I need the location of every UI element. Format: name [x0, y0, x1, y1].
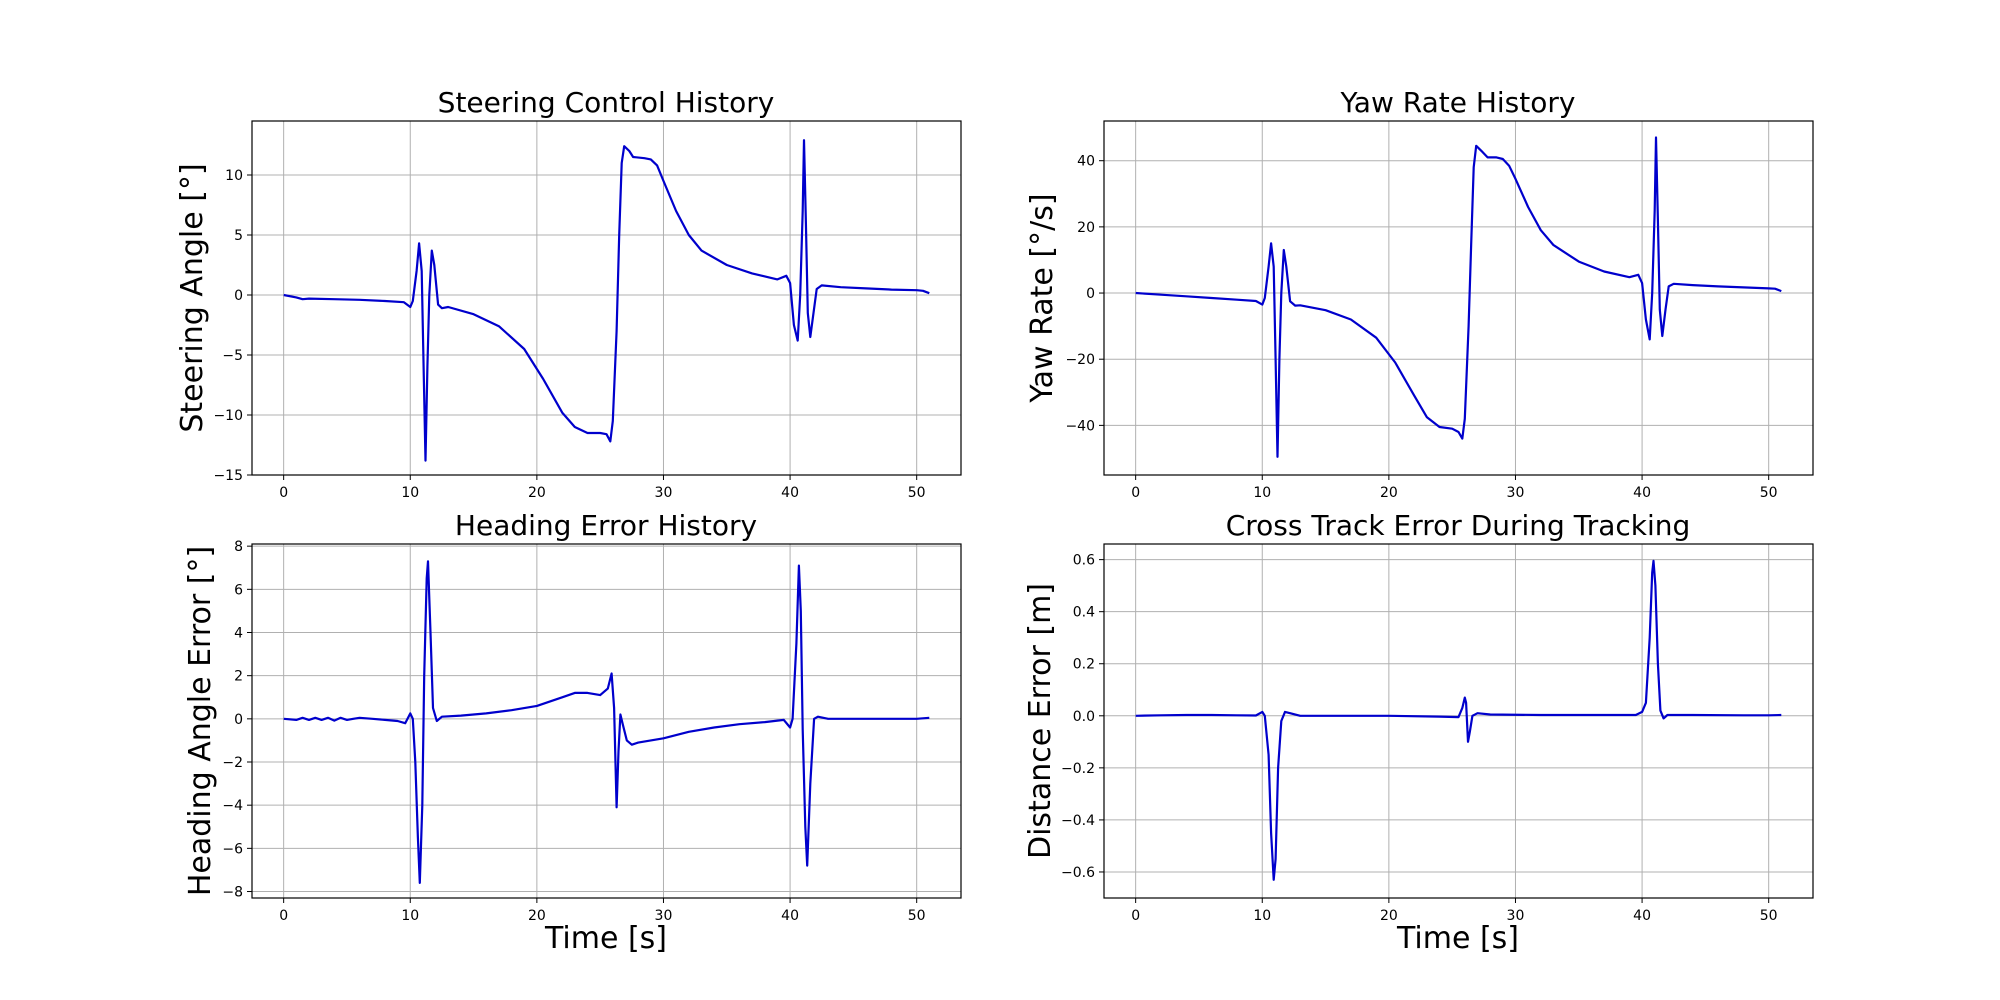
- heading-error-y-tick-label-8: 8: [234, 539, 243, 555]
- subplot-heading-error: 0 10 20 30 40 50 −8 −6 −4 −2 0 2 4 6 8 Heading Error H…: [183, 509, 962, 956]
- heading-error-x-tick-label-0: 0: [279, 908, 288, 924]
- yaw-rate-x-tick-label-1: 10: [1253, 485, 1271, 501]
- yaw-rate-y-tick-label-4: 40: [1077, 154, 1095, 170]
- steering-x-tick-label-5: 50: [908, 485, 926, 501]
- steering-x-tick-label-1: 10: [401, 485, 419, 501]
- cross-track-error-x-tick-label-1: 10: [1253, 908, 1271, 924]
- steering-y-tick-label-4: 5: [234, 228, 243, 244]
- cross-track-error-y-tick-label-2: −0.2: [1061, 761, 1095, 777]
- steering-y-tick-label-3: 0: [234, 288, 243, 304]
- cross-track-error-y-tick-label-6: 0.6: [1073, 553, 1095, 569]
- yaw-rate-series-line: [1135, 136, 1782, 458]
- heading-error-y-tick-label-4: 0: [234, 712, 243, 728]
- yaw-rate-y-tick-label-3: 20: [1077, 220, 1095, 236]
- cross-track-error-y-tick-label-1: −0.4: [1061, 813, 1095, 829]
- cross-track-error-y-tick-label-0: −0.6: [1061, 865, 1095, 881]
- yaw-rate-y-tick-label-0: −40: [1065, 418, 1095, 434]
- yaw-rate-x-tick-label-2: 20: [1380, 485, 1398, 501]
- yaw-rate-x-tick-label-0: 0: [1131, 485, 1140, 501]
- heading-error-y-tick-label-6: 4: [234, 626, 243, 642]
- yaw-rate-y-tick-label-2: 0: [1086, 286, 1095, 302]
- heading-error-x-tick-label-3: 30: [655, 908, 673, 924]
- heading-error-y-tick-label-1: −6: [222, 841, 243, 857]
- steering-chart-title: Steering Control History: [438, 86, 775, 119]
- heading-error-x-tick-label-1: 10: [401, 908, 419, 924]
- cross-track-error-y-tick-label-5: 0.4: [1073, 605, 1095, 621]
- heading-error-chart-title: Heading Error History: [455, 509, 757, 542]
- cross-track-error-x-tick-label-2: 20: [1380, 908, 1398, 924]
- steering-y-tick-label-2: −5: [222, 348, 243, 364]
- steering-x-tick-label-0: 0: [279, 485, 288, 501]
- heading-error-x-tick-label-4: 40: [781, 908, 799, 924]
- yaw-rate-x-tick-label-4: 40: [1633, 485, 1651, 501]
- heading-error-series-line: [283, 560, 930, 884]
- yaw-rate-y-axis-label: Yaw Rate [°/s]: [1025, 193, 1060, 403]
- heading-error-x-tick-label-2: 20: [528, 908, 546, 924]
- steering-x-tick-label-2: 20: [528, 485, 546, 501]
- cross-track-error-x-tick-label-4: 40: [1633, 908, 1651, 924]
- heading-error-y-tick-label-5: 2: [234, 669, 243, 685]
- steering-series-line: [283, 139, 930, 462]
- steering-y-tick-label-5: 10: [225, 168, 243, 184]
- heading-error-y-tick-label-2: −4: [222, 798, 243, 814]
- heading-error-y-tick-label-0: −8: [222, 885, 243, 901]
- cross-track-error-x-tick-label-0: 0: [1131, 908, 1140, 924]
- cross-track-error-y-tick-label-3: 0.0: [1073, 709, 1095, 725]
- steering-x-tick-label-4: 40: [781, 485, 799, 501]
- cross-track-error-x-tick-label-5: 50: [1760, 908, 1778, 924]
- heading-error-y-tick-label-3: −2: [222, 755, 243, 771]
- steering-x-tick-label-3: 30: [655, 485, 673, 501]
- steering-y-axis-label: Steering Angle [°]: [175, 163, 210, 432]
- cross-track-error-chart-title: Cross Track Error During Tracking: [1226, 509, 1691, 542]
- yaw-rate-x-tick-label-3: 30: [1507, 485, 1525, 501]
- yaw-rate-chart-title: Yaw Rate History: [1340, 86, 1576, 119]
- cross-track-error-y-axis-label: Distance Error [m]: [1023, 583, 1058, 859]
- heading-error-y-tick-label-7: 6: [234, 582, 243, 598]
- steering-y-tick-label-0: −15: [213, 468, 243, 484]
- yaw-rate-y-tick-label-1: −20: [1065, 352, 1095, 368]
- subplot-cross-track-error: 0 10 20 30 40 50 −0.6 −0.4 −0.2 0.0 0.2 0.4 0.6 Cros…: [1023, 509, 1814, 956]
- cross-track-error-x-axis-label: Time [s]: [1396, 921, 1519, 956]
- cross-track-error-x-tick-label-3: 30: [1507, 908, 1525, 924]
- cross-track-error-series-line: [1135, 559, 1782, 881]
- yaw-rate-x-tick-label-5: 50: [1760, 485, 1778, 501]
- cross-track-error-y-tick-label-4: 0.2: [1073, 657, 1095, 673]
- heading-error-x-axis-label: Time [s]: [544, 921, 667, 956]
- heading-error-y-axis-label: Heading Angle Error [°]: [183, 546, 218, 896]
- heading-error-x-tick-label-5: 50: [908, 908, 926, 924]
- steering-y-tick-label-1: −10: [213, 408, 243, 424]
- subplot-steering: 0 10 20 30 40 50 −15 −10 −5 0 5 10 Steering Control…: [175, 86, 962, 501]
